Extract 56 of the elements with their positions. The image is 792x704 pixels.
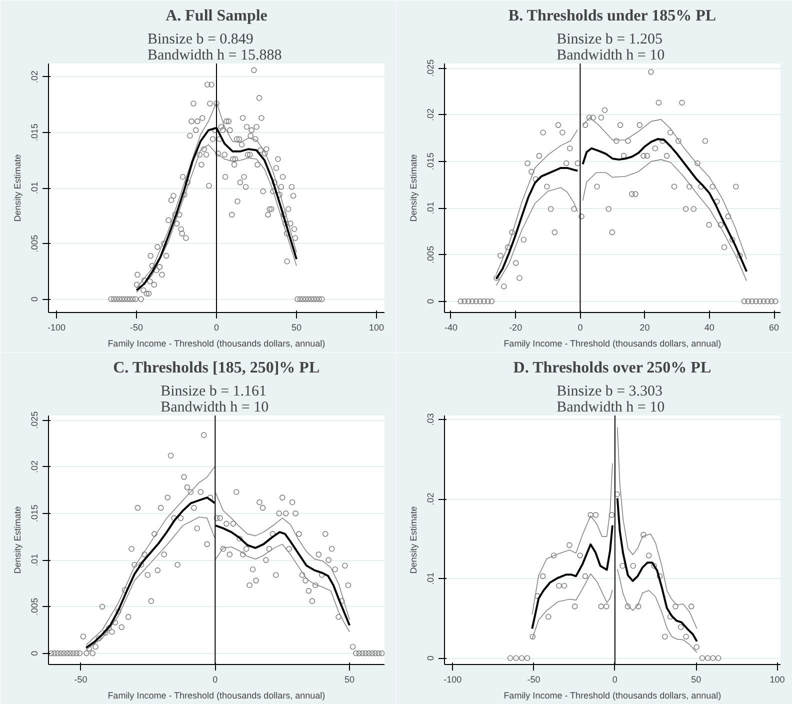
chart-title: C. Thresholds [185, 250]% PL <box>113 360 320 376</box>
y-tick-label: 0 <box>426 298 436 304</box>
x-tick-label: 50 <box>344 674 355 684</box>
y-tick-label: .005 <box>426 246 436 264</box>
y-tick-label: .015 <box>30 124 40 142</box>
chart-subtitle: Binsize b = 3.303 Bandwidth h = 10 <box>556 384 665 416</box>
y-tick-label: .02 <box>426 108 436 122</box>
x-tick-label: 0 <box>612 674 618 684</box>
y-tick-label: .015 <box>30 504 40 522</box>
y-tick-label: 0 <box>426 656 436 661</box>
y-tick-label: .005 <box>30 234 40 252</box>
x-axis-title: Family Income - Threshold (thousands dollars, annual) <box>108 338 326 348</box>
x-tick-label: -40 <box>444 322 458 332</box>
x-tick-label: 0 <box>214 322 220 332</box>
chart-subtitle: Binsize b = 0.849 Bandwidth h = 15.888 <box>147 32 282 64</box>
x-tick-label: -100 <box>444 674 462 684</box>
y-tick-label: .03 <box>426 413 436 426</box>
x-tick-label: -50 <box>130 322 144 332</box>
x-axis-title: Family Income - Threshold (thousands dollars, annual) <box>504 338 722 348</box>
x-tick-label: 40 <box>704 322 714 332</box>
y-tick-label: .005 <box>30 598 40 616</box>
y-axis-title: Density Estimate <box>408 506 418 574</box>
y-tick-label: .025 <box>426 59 436 77</box>
y-axis-title: Density Estimate <box>12 506 22 574</box>
chart-subtitle: Binsize b = 1.161 Bandwidth h = 10 <box>160 384 269 416</box>
chart-title: B. Thresholds under 185% PL <box>508 8 716 24</box>
chart-subtitle: Binsize b = 1.205 Bandwidth h = 10 <box>556 32 665 64</box>
chart-title: A. Full Sample <box>166 8 268 24</box>
x-axis-title: Family Income - Threshold (thousands dollars, annual) <box>504 690 722 700</box>
x-tick-label: -20 <box>509 322 522 332</box>
x-tick-label: 20 <box>640 322 650 332</box>
x-tick-label: -50 <box>74 674 88 684</box>
y-tick-label: .02 <box>30 460 40 474</box>
x-tick-label: -50 <box>527 674 540 684</box>
y-tick-label: 0 <box>30 296 40 302</box>
y-tick-label: .02 <box>426 492 436 506</box>
y-tick-label: .015 <box>426 152 436 170</box>
x-tick-label: 0 <box>578 322 583 332</box>
x-tick-label: 0 <box>212 674 218 684</box>
y-tick-label: .02 <box>30 70 40 84</box>
x-axis-title: Family Income - Threshold (thousands dollars, annual) <box>108 690 326 700</box>
y-tick-label: .025 <box>30 411 40 429</box>
chart-title: D. Thresholds over 250% PL <box>513 360 712 376</box>
x-tick-label: 50 <box>691 674 702 684</box>
y-tick-label: .01 <box>426 202 436 214</box>
x-tick-label: 100 <box>770 674 785 684</box>
y-tick-label: .01 <box>426 572 436 585</box>
x-tick-label: 100 <box>368 322 384 332</box>
x-tick-label: 60 <box>769 322 780 332</box>
x-tick-label: 50 <box>291 322 302 332</box>
y-axis-title: Density Estimate <box>12 154 22 222</box>
y-tick-label: .01 <box>30 554 40 566</box>
y-tick-label: .01 <box>30 182 40 194</box>
x-tick-label: -100 <box>47 322 66 332</box>
y-tick-label: 0 <box>30 650 40 656</box>
y-axis-title: Density Estimate <box>408 154 418 222</box>
